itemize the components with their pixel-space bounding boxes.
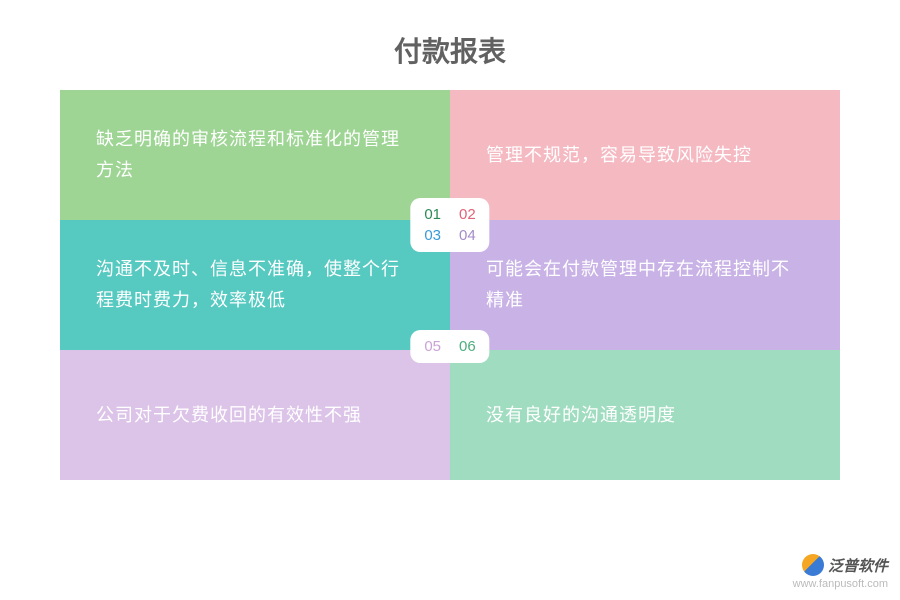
number-badge-bottom: 05 06	[410, 330, 489, 363]
card-06: 没有良好的沟通透明度	[450, 350, 840, 480]
badge-num: 03	[424, 227, 441, 244]
badge-num: 05	[424, 338, 441, 355]
card-01: 缺乏明确的审核流程和标准化的管理方法	[60, 90, 450, 220]
number-badge-top: 01 02 03 04	[410, 198, 489, 252]
watermark-brand: 泛普软件	[793, 554, 888, 576]
watermark-name: 泛普软件	[828, 555, 888, 576]
card-text: 管理不规范，容易导致风险失控	[486, 140, 752, 171]
watermark-url: www.fanpusoft.com	[793, 578, 888, 590]
badge-num: 01	[424, 206, 441, 223]
card-text: 公司对于欠费收回的有效性不强	[96, 400, 362, 431]
badge-num: 06	[459, 338, 476, 355]
card-05: 公司对于欠费收回的有效性不强	[60, 350, 450, 480]
watermark: 泛普软件 www.fanpusoft.com	[793, 554, 888, 590]
badge-num: 02	[459, 206, 476, 223]
badge-num: 04	[459, 227, 476, 244]
card-text: 没有良好的沟通透明度	[486, 400, 676, 431]
card-04: 可能会在付款管理中存在流程控制不精准	[450, 220, 840, 350]
grid-row: 公司对于欠费收回的有效性不强 没有良好的沟通透明度	[60, 350, 840, 480]
card-text: 沟通不及时、信息不准确，使整个行程费时费力，效率极低	[96, 254, 414, 315]
card-text: 可能会在付款管理中存在流程控制不精准	[486, 254, 804, 315]
card-text: 缺乏明确的审核流程和标准化的管理方法	[96, 124, 414, 185]
page-title: 付款报表	[0, 0, 900, 90]
logo-icon	[802, 554, 824, 576]
card-03: 沟通不及时、信息不准确，使整个行程费时费力，效率极低	[60, 220, 450, 350]
card-grid: 缺乏明确的审核流程和标准化的管理方法 管理不规范，容易导致风险失控 沟通不及时、…	[60, 90, 840, 480]
card-02: 管理不规范，容易导致风险失控	[450, 90, 840, 220]
